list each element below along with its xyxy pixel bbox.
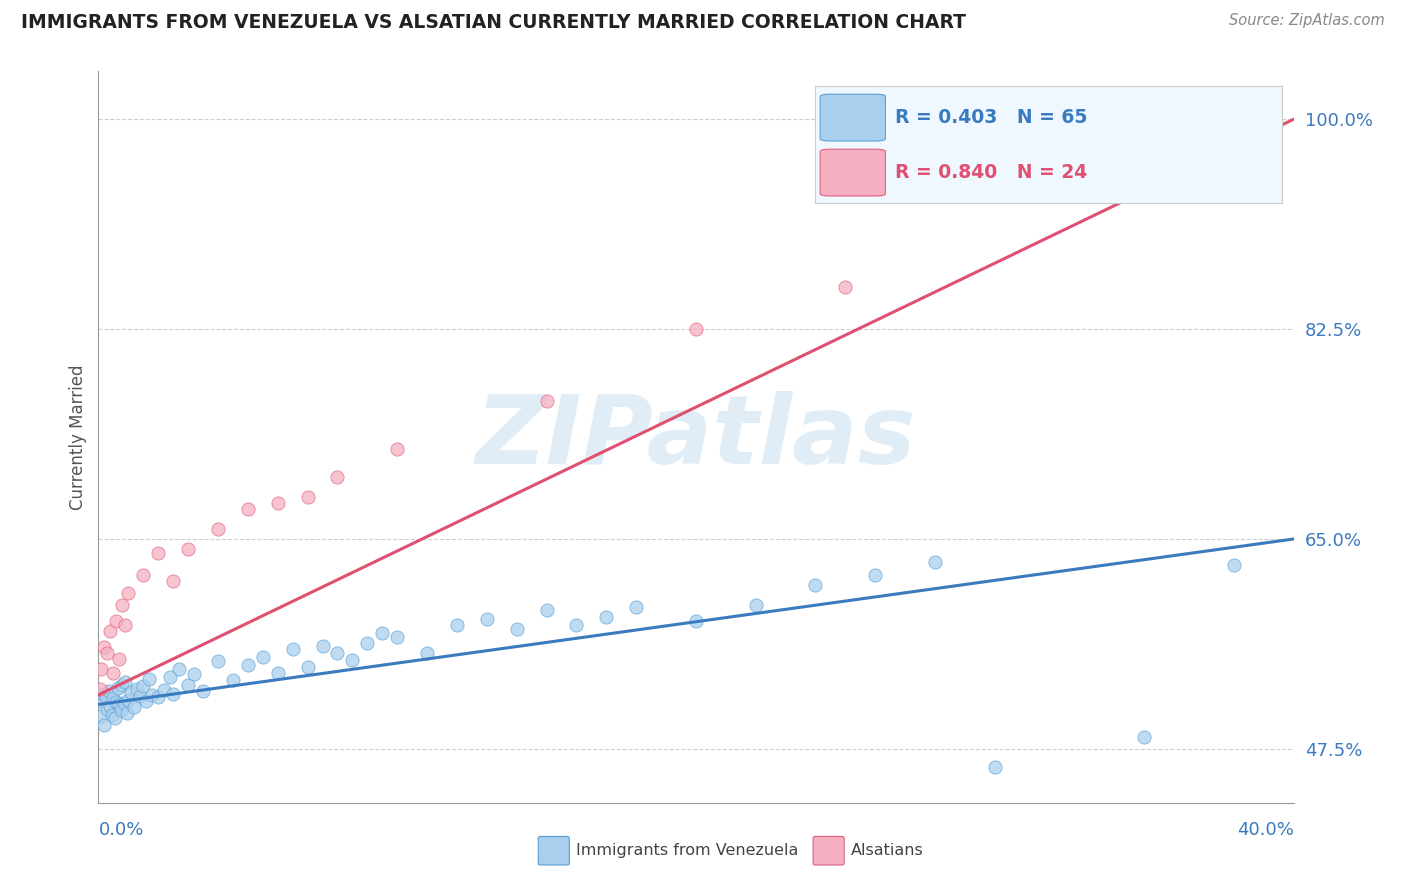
Point xyxy=(96,646,118,660)
Point xyxy=(127,681,149,696)
Point xyxy=(110,703,132,717)
Point xyxy=(114,674,136,689)
Point xyxy=(101,708,124,723)
Point xyxy=(326,646,349,660)
Point xyxy=(267,496,290,510)
Point xyxy=(108,652,131,666)
Point xyxy=(124,699,146,714)
Point xyxy=(96,702,118,716)
Point xyxy=(685,322,707,336)
Point xyxy=(98,624,122,639)
Point xyxy=(745,598,768,612)
Point xyxy=(385,630,409,644)
Point xyxy=(297,490,319,504)
FancyBboxPatch shape xyxy=(538,837,569,865)
Point xyxy=(108,698,131,712)
Point xyxy=(115,706,138,720)
Text: Immigrants from Venezuela: Immigrants from Venezuela xyxy=(576,843,799,858)
Point xyxy=(153,683,176,698)
Point xyxy=(103,666,125,681)
Point xyxy=(311,639,333,653)
Point xyxy=(626,600,648,615)
Text: 40.0%: 40.0% xyxy=(1237,821,1294,838)
Point xyxy=(167,661,190,675)
Point xyxy=(97,684,120,698)
Point xyxy=(162,574,184,588)
Point xyxy=(252,649,274,664)
Point xyxy=(595,610,617,624)
Point xyxy=(132,568,155,582)
Point xyxy=(297,660,319,674)
Point xyxy=(865,568,887,582)
Point xyxy=(148,546,170,560)
Point xyxy=(112,696,135,710)
Point xyxy=(267,666,290,681)
Point xyxy=(89,681,111,696)
Point xyxy=(207,523,229,537)
Point xyxy=(1223,558,1246,573)
Point xyxy=(804,577,827,591)
Point xyxy=(111,678,134,692)
Point xyxy=(120,685,142,699)
FancyBboxPatch shape xyxy=(813,837,844,865)
Point xyxy=(105,614,128,628)
Point xyxy=(117,692,139,706)
Point xyxy=(177,678,200,692)
Point xyxy=(103,691,125,706)
Point xyxy=(342,653,364,667)
Point xyxy=(207,654,229,668)
Point xyxy=(114,618,136,632)
Point xyxy=(475,612,498,626)
Point xyxy=(107,681,129,695)
Text: Alsatians: Alsatians xyxy=(852,843,924,858)
Point xyxy=(98,698,122,713)
Point xyxy=(117,586,139,600)
Point xyxy=(356,636,378,650)
Text: Source: ZipAtlas.com: Source: ZipAtlas.com xyxy=(1229,13,1385,29)
Point xyxy=(94,690,117,705)
Text: IMMIGRANTS FROM VENEZUELA VS ALSATIAN CURRENTLY MARRIED CORRELATION CHART: IMMIGRANTS FROM VENEZUELA VS ALSATIAN CU… xyxy=(21,13,966,32)
Point xyxy=(565,618,588,632)
Point xyxy=(416,646,439,660)
Point xyxy=(159,670,181,684)
Point xyxy=(236,502,259,516)
Point xyxy=(91,687,114,701)
Point xyxy=(89,694,111,708)
Point xyxy=(90,661,112,675)
Point xyxy=(834,280,856,294)
Point xyxy=(105,695,128,709)
Point xyxy=(1133,730,1156,744)
Point xyxy=(183,667,205,681)
Point xyxy=(385,442,409,456)
Point xyxy=(135,694,157,708)
Point xyxy=(93,640,115,654)
Text: ZIPatlas: ZIPatlas xyxy=(475,391,917,483)
Point xyxy=(685,614,707,628)
Point xyxy=(141,688,163,702)
Point xyxy=(132,680,155,694)
Point xyxy=(371,625,394,640)
Point xyxy=(536,394,558,409)
Y-axis label: Currently Married: Currently Married xyxy=(69,364,87,510)
Point xyxy=(191,684,214,698)
Point xyxy=(222,673,245,688)
Point xyxy=(984,760,1007,774)
Text: 0.0%: 0.0% xyxy=(98,821,143,838)
Point xyxy=(138,673,160,687)
Point xyxy=(148,690,170,705)
Point xyxy=(326,469,349,483)
Point xyxy=(924,555,946,569)
Point xyxy=(93,718,115,732)
Point xyxy=(111,598,134,612)
Point xyxy=(90,709,112,723)
Point xyxy=(536,603,558,617)
Point xyxy=(177,541,200,556)
Point xyxy=(104,711,127,725)
Point xyxy=(506,622,529,636)
Point xyxy=(236,657,259,672)
Point xyxy=(162,687,184,701)
Point xyxy=(446,618,468,632)
Point xyxy=(281,642,304,657)
Point xyxy=(129,689,152,703)
